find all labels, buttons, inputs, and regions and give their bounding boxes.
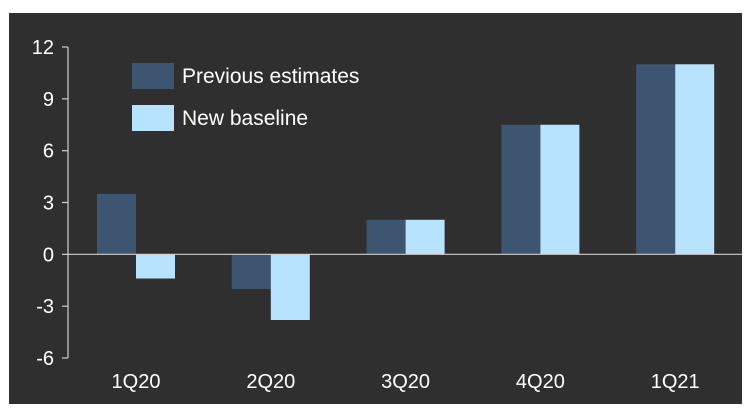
x-tick-labels: 1Q20 2Q20 3Q20 4Q20 1Q21 bbox=[112, 371, 700, 393]
y-tick-label: 12 bbox=[32, 37, 54, 59]
chart-panel: 12 9 6 3 0 -3 -6 1Q20 2Q20 3Q20 4Q20 1Q21 Previous… bbox=[9, 13, 742, 404]
bar-1q20-series-0 bbox=[97, 193, 136, 255]
x-tick-label-1q21: 1Q21 bbox=[651, 371, 700, 393]
legend: Previous estimates New baseline bbox=[132, 63, 359, 131]
bar-4q20-series-1 bbox=[540, 124, 580, 255]
legend-label-0: Previous estimates bbox=[182, 65, 359, 88]
bar-4q20-series-0 bbox=[501, 124, 541, 255]
axes-layer bbox=[62, 46, 742, 359]
x-tick-label-4q20: 4Q20 bbox=[516, 371, 565, 393]
x-tick-label-1q20: 1Q20 bbox=[112, 371, 161, 393]
y-tick-label: 3 bbox=[43, 193, 54, 215]
bar-2q20-series-1 bbox=[270, 254, 310, 320]
legend-label-1: New baseline bbox=[182, 107, 308, 130]
bar-1q21-series-0 bbox=[636, 64, 676, 255]
y-tick-labels: 12 9 6 3 0 -3 -6 bbox=[32, 37, 54, 370]
x-tick-label-2q20: 2Q20 bbox=[246, 371, 295, 393]
bars-layer bbox=[97, 64, 715, 320]
bar-chart: 12 9 6 3 0 -3 -6 1Q20 2Q20 3Q20 4Q20 1Q21 Previous… bbox=[32, 37, 742, 393]
legend-swatch-0 bbox=[132, 63, 174, 89]
bar-2q20-series-0 bbox=[231, 254, 271, 289]
y-tick-label: 6 bbox=[43, 141, 54, 163]
bar-3q20-series-1 bbox=[405, 219, 445, 255]
bar-1q20-series-1 bbox=[136, 254, 175, 279]
bar-1q21-series-1 bbox=[675, 64, 715, 255]
y-tick-label: 0 bbox=[43, 244, 54, 266]
y-tick-label: 9 bbox=[43, 89, 54, 111]
bar-3q20-series-0 bbox=[366, 219, 406, 255]
y-tick-label: -6 bbox=[36, 348, 54, 370]
x-tick-label-3q20: 3Q20 bbox=[381, 371, 430, 393]
y-tick-label: -3 bbox=[36, 296, 54, 318]
legend-swatch-1 bbox=[132, 105, 174, 131]
